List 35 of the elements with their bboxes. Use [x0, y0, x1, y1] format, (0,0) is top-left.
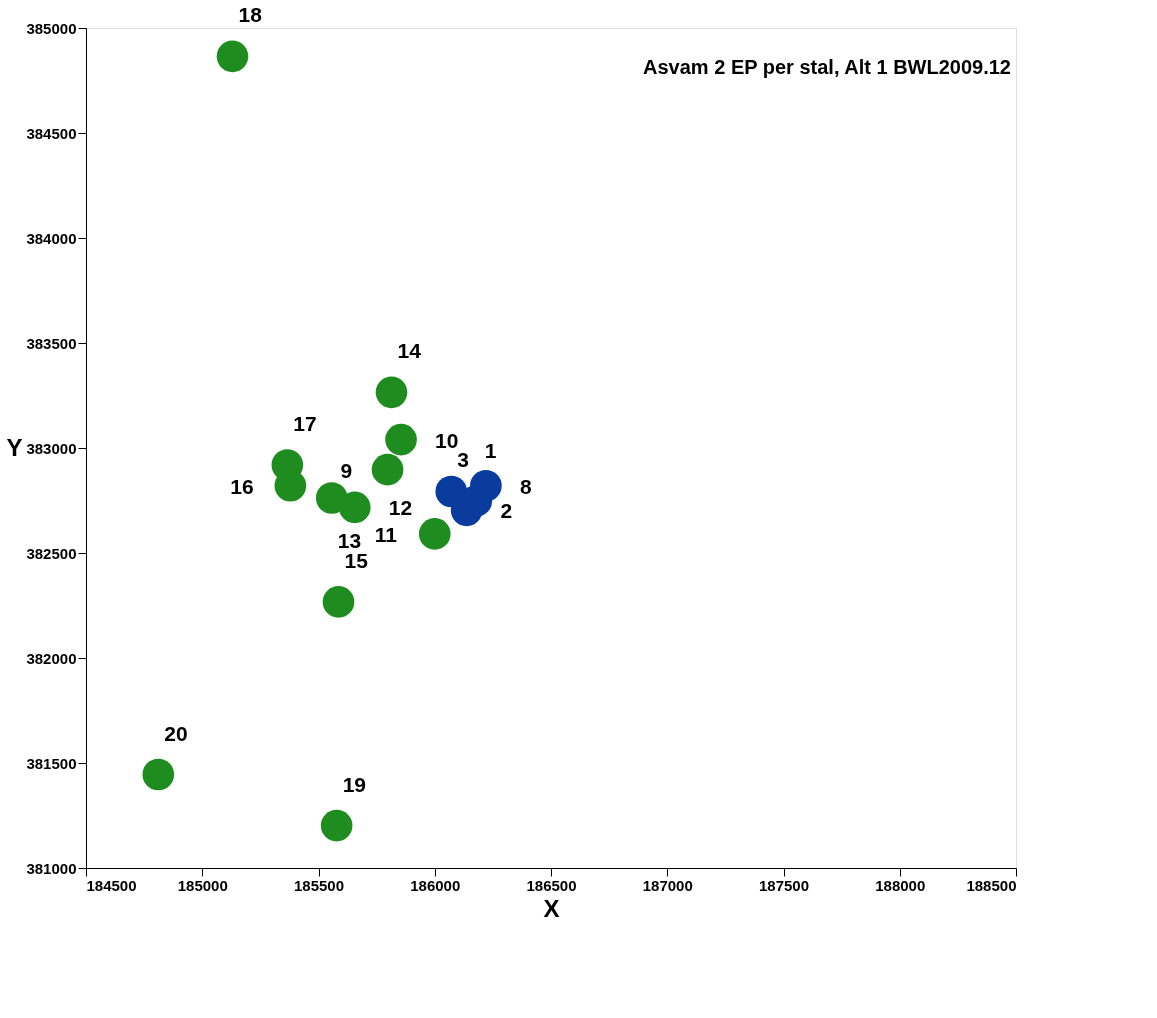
- annotation: 20: [164, 721, 188, 745]
- annotation: 1: [484, 438, 497, 462]
- y-tick-label: 384500: [26, 124, 77, 142]
- text: Asvam 2 EP per stal, Alt 1 BWL2009.12: [643, 56, 1011, 78]
- annotation: 2: [500, 499, 513, 523]
- y-tick-label: 381500: [26, 754, 77, 772]
- annotation: 19: [342, 772, 366, 796]
- annotation: 17: [293, 412, 317, 436]
- x-tick-label: 186000: [410, 876, 461, 894]
- y-tick-label: 383000: [26, 439, 77, 457]
- annotation: 3: [457, 447, 470, 471]
- annotation: 11: [374, 522, 398, 546]
- x-tick-label: 188000: [875, 876, 926, 894]
- y-tick-label: 382000: [26, 649, 77, 667]
- x-tick-label: 186500: [526, 876, 577, 894]
- y-axis-title: Y: [6, 433, 23, 461]
- x-tick-label: 184500: [86, 876, 137, 894]
- annotation: 12: [388, 496, 413, 520]
- y-tick-label: 382500: [26, 544, 77, 562]
- y-tick-label: 385000: [26, 19, 77, 37]
- x-tick-label: 187000: [642, 876, 693, 894]
- x-tick-label: 188500: [966, 876, 1017, 894]
- x-axis-title: X: [543, 894, 560, 922]
- annotation: 10: [435, 428, 459, 452]
- annotation: 14: [397, 339, 422, 363]
- x-tick-label: 185500: [293, 876, 345, 894]
- annotation: 16: [230, 474, 254, 498]
- x-tick-label: 187500: [758, 876, 810, 894]
- annotation: 18: [238, 3, 263, 27]
- y-tick-label: 381000: [26, 859, 77, 877]
- annotation: 8: [519, 474, 532, 498]
- y-tick-label: 384000: [26, 229, 77, 247]
- x-tick-label: 185000: [177, 876, 228, 894]
- annotation: 9: [340, 458, 353, 482]
- y-tick-label: 383500: [26, 334, 77, 352]
